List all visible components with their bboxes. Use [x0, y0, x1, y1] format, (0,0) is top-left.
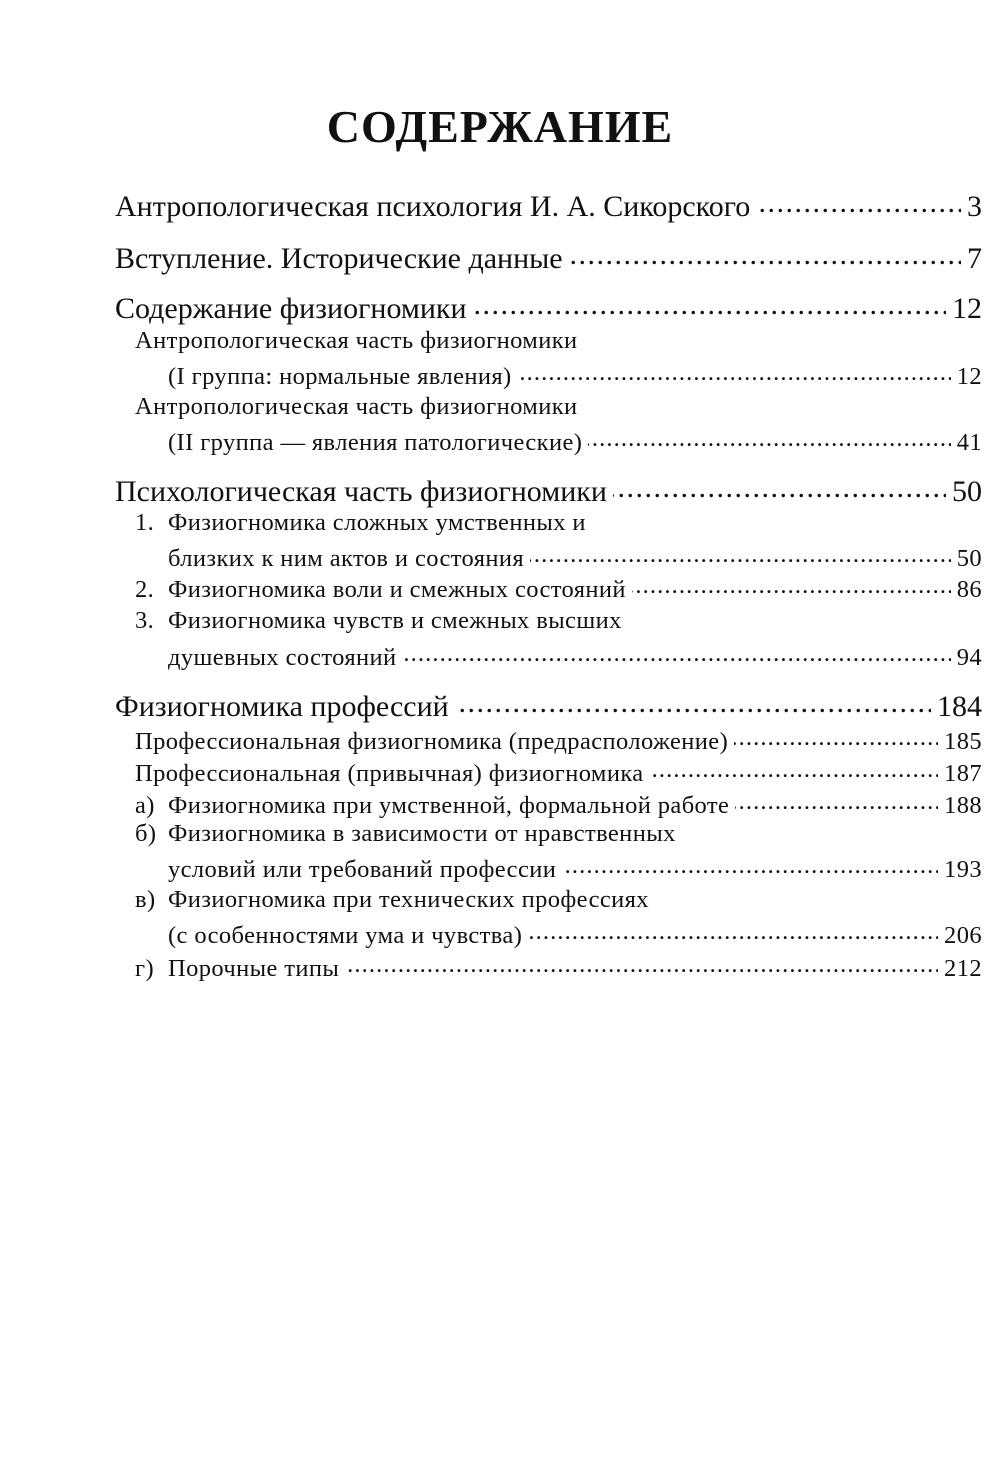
- toc-entry[interactable]: Вступление. Исторические данные 7: [115, 238, 982, 276]
- toc-subentry-title: Порочные типы: [168, 954, 340, 982]
- toc-entry-title: Антропологическая психология И. А. Сикор…: [115, 190, 751, 223]
- toc-subentry-line[interactable]: Антропологическая часть физиогномики: [135, 327, 982, 355]
- dot-leader: [632, 572, 951, 597]
- toc-page-number: 188: [944, 791, 982, 819]
- dot-leader: [734, 724, 938, 749]
- toc-item-letter: в): [135, 886, 156, 913]
- toc-subentry-title: Физиогномика при технических профессиях: [168, 886, 649, 913]
- toc-entry-title: Вступление. Исторические данные: [115, 242, 563, 275]
- toc-item-letter: б): [135, 820, 157, 847]
- dot-leader: [613, 471, 946, 501]
- toc-page-number: 86: [956, 575, 982, 603]
- dot-leader: [569, 238, 961, 268]
- toc-page-number: 7: [967, 242, 982, 275]
- toc-subentry-title: Физиогномика в зависимости от нравственн…: [168, 820, 676, 847]
- toc-entry[interactable]: Психологическая часть физиогномики 50: [115, 471, 982, 509]
- toc-page-number: 12: [956, 362, 982, 390]
- toc-entry-title: Психологическая часть физиогномики: [115, 475, 607, 508]
- dot-leader: [562, 852, 938, 877]
- toc-entry[interactable]: Содержание физиогномики 12: [115, 288, 982, 326]
- toc-entry[interactable]: Антропологическая психология И. А. Сикор…: [115, 186, 982, 224]
- toc-page-number: 187: [944, 759, 982, 787]
- toc-subentry[interactable]: Профессиональная (привычная) физиогномик…: [135, 756, 982, 788]
- toc-subentry-title: душевных состояний: [168, 643, 397, 671]
- dot-leader: [588, 425, 950, 450]
- toc-subentry-title: (I группа: нормальные явления): [168, 362, 512, 390]
- toc-subentry[interactable]: 2. Физиогномика воли и смежных состояний 8…: [135, 572, 982, 604]
- toc-subentry[interactable]: (с особенностями ума и чувства) 206: [168, 918, 982, 950]
- toc-item-letter: а): [135, 791, 155, 819]
- toc-subentry[interactable]: условий или требований профессии 193: [168, 852, 982, 884]
- toc-item-letter: г): [135, 954, 155, 982]
- dot-leader: [530, 541, 951, 566]
- toc-subentry-line[interactable]: 3. Физиогномика чувств и смежных высших: [135, 607, 982, 635]
- toc-page-number: 193: [944, 855, 982, 883]
- dot-leader: [518, 359, 951, 384]
- page-title: СОДЕРЖАНИЕ: [326, 101, 674, 152]
- toc-subentry-title: Физиогномика воли и смежных состояний: [168, 575, 626, 603]
- toc-subentry[interactable]: (I группа: нормальные явления) 12: [168, 359, 982, 391]
- toc-subentry[interactable]: душевных состояний 94: [168, 640, 982, 672]
- toc-subentry-line[interactable]: Антропологическая часть физиогномики: [135, 393, 982, 421]
- toc-subentry-title: условий или требований профессии: [168, 855, 557, 883]
- toc-item-number: 1.: [135, 509, 155, 536]
- dot-leader: [528, 918, 938, 943]
- toc-subentry-title: Профессиональная (привычная) физиогномик…: [135, 759, 644, 787]
- toc-page-number: 206: [944, 921, 982, 949]
- dot-leader: [473, 288, 946, 318]
- toc-subentry-title: (с особенностями ума и чувства): [168, 921, 523, 949]
- toc-subentry-line[interactable]: б) Физиогномика в зависимости от нравстве…: [135, 820, 982, 848]
- dot-leader: [735, 788, 938, 813]
- dot-leader: [756, 186, 961, 216]
- toc-subentry-line[interactable]: в) Физиогномика при технических профессия…: [135, 886, 982, 914]
- dot-leader: [345, 951, 938, 976]
- toc-page-number: 94: [956, 643, 982, 671]
- toc-subentry-title: Физиогномика при умственной, формальной …: [168, 791, 730, 819]
- toc-subentry-title: Физиогномика сложных умственных и: [168, 509, 586, 536]
- toc-item-number: 3.: [135, 607, 155, 634]
- dot-leader: [650, 756, 938, 781]
- toc-subentry-title: Антропологическая часть физиогномики: [135, 393, 578, 420]
- toc-subentry-title: Физиогномика чувств и смежных высших: [168, 607, 622, 634]
- toc-subentry[interactable]: Профессиональная физиогномика (предраспо…: [135, 724, 982, 756]
- toc-entry[interactable]: Физиогномика профессий 184: [115, 686, 982, 724]
- toc-subentry-title: Антропологическая часть физиогномики: [135, 327, 578, 354]
- dot-leader: [455, 686, 931, 716]
- toc-page-number: 41: [956, 428, 982, 456]
- toc-page-number: 50: [952, 475, 982, 508]
- toc-entry-title: Физиогномика профессий: [115, 690, 449, 723]
- toc-page-number: 185: [944, 727, 982, 755]
- toc-entry-title: Содержание физиогномики: [115, 292, 467, 325]
- toc-page-number: 3: [967, 190, 982, 223]
- toc-subentry[interactable]: (II группа — явления патологические) 41: [168, 425, 982, 457]
- toc-subentry-line[interactable]: 1. Физиогномика сложных умственных и: [135, 509, 982, 537]
- toc-subentry-title: (II группа — явления патологические): [168, 428, 583, 456]
- toc-page-number: 212: [944, 954, 982, 982]
- toc-item-number: 2.: [135, 575, 155, 603]
- toc-subentry-title: близких к ним актов и состояния: [168, 544, 525, 572]
- toc-page-number: 50: [956, 544, 982, 572]
- toc-page-number: 12: [952, 292, 982, 325]
- toc-subentry[interactable]: а) Физиогномика при умственной, формально…: [135, 788, 982, 820]
- toc-subentry[interactable]: близких к ним актов и состояния 50: [168, 541, 982, 573]
- toc-subentry[interactable]: г) Порочные типы 212: [135, 951, 982, 983]
- toc-page-number: 184: [937, 690, 982, 723]
- dot-leader: [403, 640, 951, 665]
- toc-subentry-title: Профессиональная физиогномика (предраспо…: [135, 727, 729, 755]
